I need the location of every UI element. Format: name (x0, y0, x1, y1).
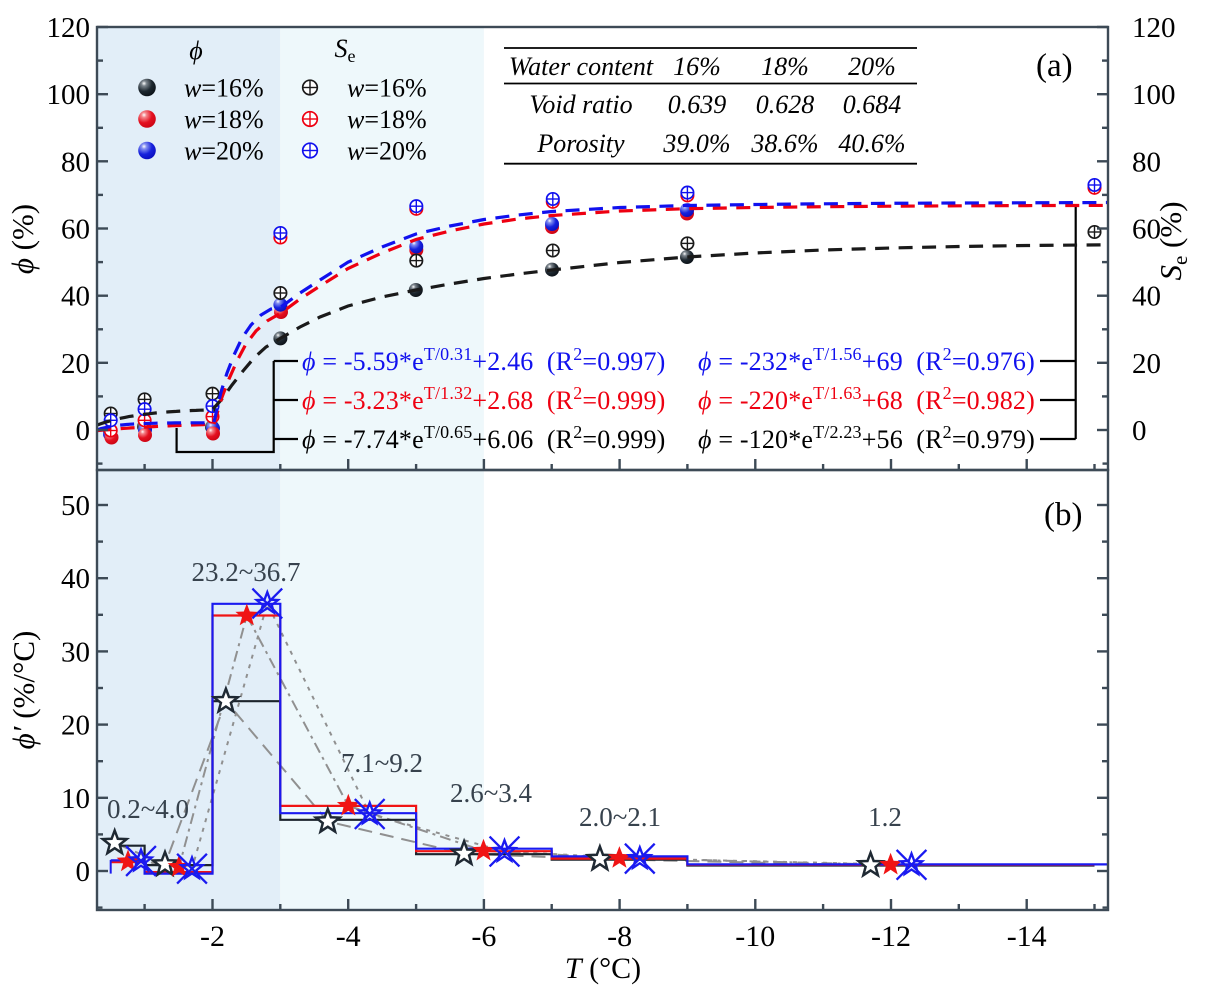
svg-text:ϕ = -232*eT/1.56+69 (R2=0.976: ϕ = -232*eT/1.56+69 (R2=0.976) (698, 344, 1035, 376)
svg-text:80: 80 (1132, 146, 1161, 178)
svg-text:Water content: Water content (509, 52, 654, 81)
svg-text:60: 60 (1132, 214, 1161, 246)
svg-text:20: 20 (61, 710, 90, 742)
svg-text:w=16%: w=16% (184, 74, 264, 103)
svg-text:-4: -4 (336, 920, 361, 953)
svg-text:0: 0 (76, 856, 91, 888)
svg-text:-6: -6 (471, 920, 496, 953)
svg-text:w=18%: w=18% (184, 105, 264, 134)
svg-text:ϕ = -3.23*eT/1.32+2.68 (R2=0.: ϕ = -3.23*eT/1.32+2.68 (R2=0.999) (302, 383, 665, 415)
svg-text:20%: 20% (848, 52, 896, 81)
svg-text:10: 10 (61, 783, 90, 815)
svg-text:30: 30 (61, 636, 90, 668)
svg-text:ϕ = -7.74*eT/0.65+6.06 (R2=0.: ϕ = -7.74*eT/0.65+6.06 (R2=0.999) (302, 422, 665, 454)
svg-text:100: 100 (1132, 79, 1176, 111)
svg-text:40: 40 (1132, 281, 1161, 313)
svg-text:16%: 16% (673, 52, 721, 81)
svg-text:-2: -2 (200, 920, 225, 953)
svg-text:60: 60 (61, 214, 90, 246)
svg-text:18%: 18% (761, 52, 809, 81)
svg-text:80: 80 (61, 146, 90, 178)
svg-text:Se: Se (335, 34, 356, 66)
svg-text:20: 20 (1132, 348, 1161, 380)
svg-text:50: 50 (61, 490, 90, 522)
svg-text:38.6%: 38.6% (750, 129, 818, 158)
svg-text:40.6%: 40.6% (838, 129, 905, 158)
svg-text:2.0~2.1: 2.0~2.1 (579, 802, 661, 832)
svg-text:Porosity: Porosity (536, 129, 625, 158)
svg-text:0: 0 (76, 415, 91, 447)
svg-text:39.0%: 39.0% (662, 129, 730, 158)
svg-text:ϕ = -120*eT/2.23+56 (R2=0.979: ϕ = -120*eT/2.23+56 (R2=0.979) (698, 422, 1035, 454)
svg-text:0.684: 0.684 (843, 90, 902, 119)
svg-text:w=20%: w=20% (347, 137, 427, 166)
svg-text:w=16%: w=16% (347, 74, 427, 103)
svg-text:ϕ = -220*eT/1.63+68 (R2=0.982: ϕ = -220*eT/1.63+68 (R2=0.982) (698, 383, 1035, 415)
svg-text:ϕ′ (%/°C): ϕ′ (%/°C) (6, 631, 41, 750)
svg-text:0.639: 0.639 (668, 90, 727, 119)
svg-text:-8: -8 (607, 920, 632, 953)
svg-text:0.628: 0.628 (756, 90, 815, 119)
svg-text:1.2: 1.2 (868, 802, 902, 832)
svg-text:40: 40 (61, 563, 90, 595)
svg-text:0: 0 (1132, 415, 1147, 447)
svg-text:T (°C): T (°C) (565, 952, 641, 985)
svg-text:Void ratio: Void ratio (529, 90, 632, 119)
svg-text:ϕ = -5.59*eT/0.31+2.46 (R2=0.: ϕ = -5.59*eT/0.31+2.46 (R2=0.997) (302, 344, 665, 376)
svg-text:0.2~4.0: 0.2~4.0 (107, 794, 189, 824)
svg-text:Se (%): Se (%) (1153, 201, 1192, 280)
svg-text:2.6~3.4: 2.6~3.4 (450, 778, 533, 808)
svg-text:23.2~36.7: 23.2~36.7 (191, 557, 300, 587)
svg-text:120: 120 (47, 12, 91, 44)
svg-text:-12: -12 (871, 920, 911, 953)
svg-text:ϕ: ϕ (189, 36, 202, 65)
svg-text:-14: -14 (1007, 920, 1047, 953)
svg-text:w=20%: w=20% (184, 137, 264, 166)
svg-text:7.1~9.2: 7.1~9.2 (341, 748, 423, 778)
svg-text:ϕ (%): ϕ (%) (5, 204, 40, 274)
svg-text:(b): (b) (1044, 497, 1082, 533)
svg-text:w=18%: w=18% (347, 105, 427, 134)
svg-text:(a): (a) (1036, 48, 1073, 84)
svg-text:40: 40 (61, 281, 90, 313)
svg-text:120: 120 (1132, 12, 1176, 44)
svg-text:20: 20 (61, 348, 90, 380)
svg-text:-10: -10 (735, 920, 775, 953)
svg-text:100: 100 (47, 79, 91, 111)
